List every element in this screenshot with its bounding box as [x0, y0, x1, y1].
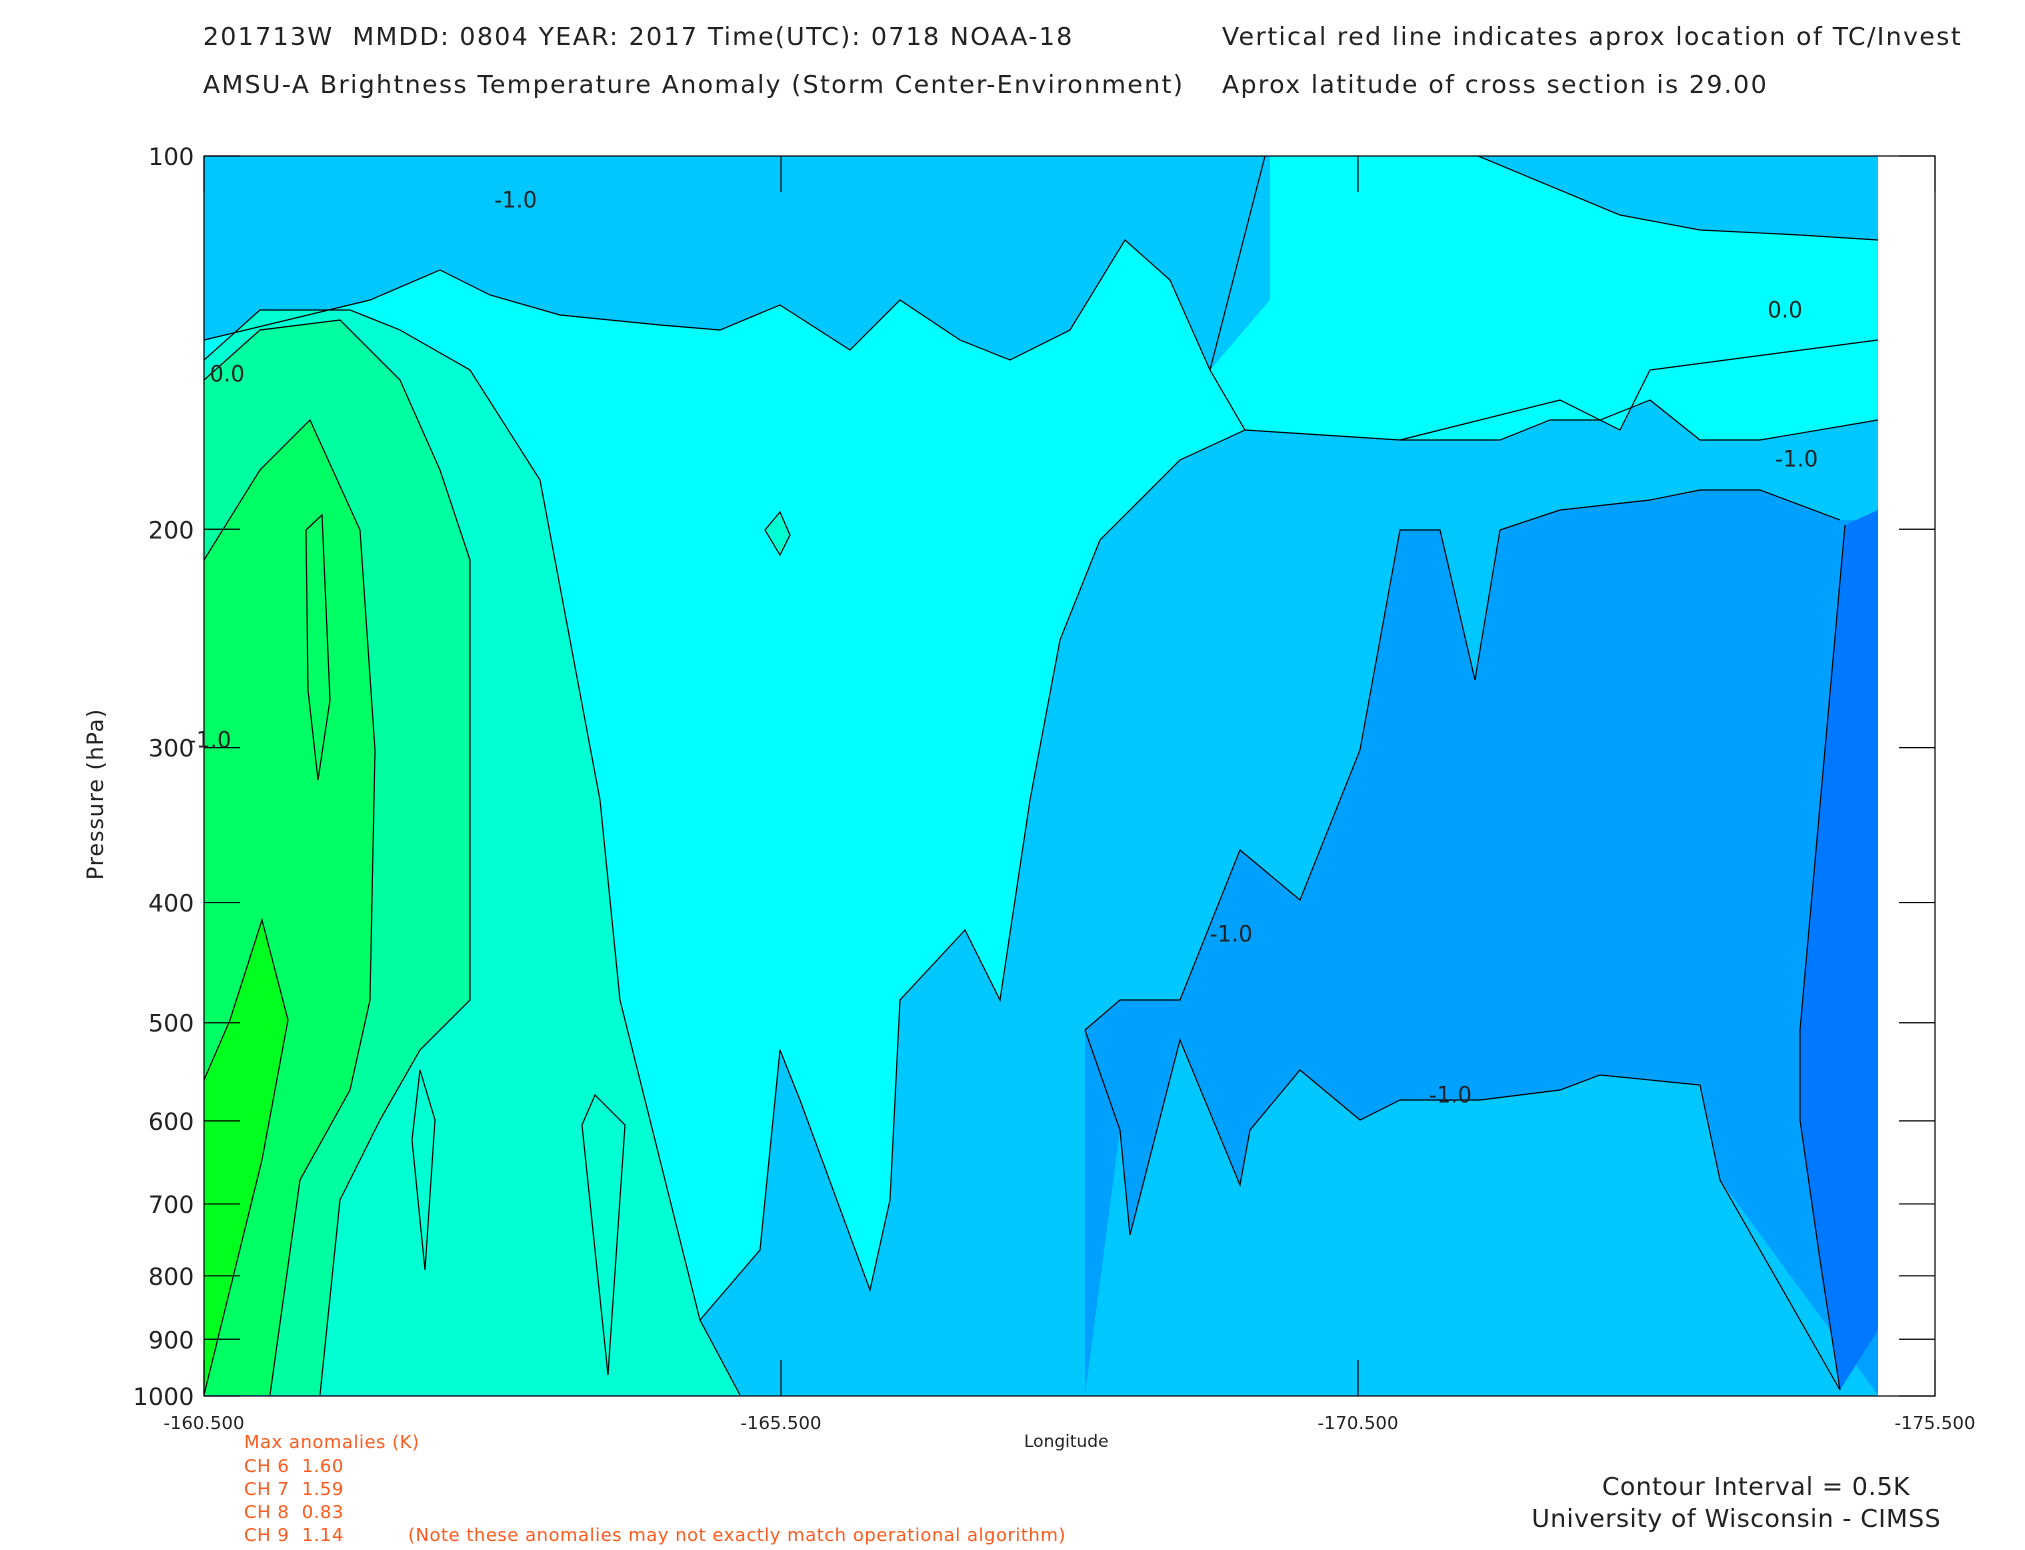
- anomalies-title: Max anomalies (K): [244, 1432, 420, 1453]
- x-tick-label: -165.500: [741, 1413, 822, 1434]
- region-neg-1-0-top: [204, 156, 1878, 370]
- contour-line: [1400, 399, 1878, 441]
- contour-line: [1084, 489, 1841, 1031]
- region-neg-1-5: [1085, 490, 1878, 1395]
- contour-label: -1.0: [494, 188, 537, 213]
- y-tick-label: 800: [148, 1263, 194, 1291]
- region-pos-1-0-patch: [306, 515, 330, 780]
- contour-label: -1.0: [1775, 448, 1818, 473]
- contour-line: [581, 1093, 626, 1376]
- y-tick-label: 500: [148, 1010, 194, 1038]
- y-tick-label: 1000: [133, 1383, 194, 1411]
- anomaly-row: CH 7 1.59: [244, 1479, 344, 1500]
- header-line1-left: 201713W MMDD: 0804 YEAR: 2017 Time(UTC):…: [203, 22, 1074, 51]
- y-tick-label: 900: [148, 1326, 194, 1354]
- x-tick-label: -175.500: [1895, 1413, 1976, 1434]
- x-tick-label: -170.500: [1318, 1413, 1399, 1434]
- y-axis-label: Pressure (hPa): [84, 708, 109, 880]
- region-neg-0-5-top: [204, 156, 1878, 440]
- contour-line: [699, 429, 1246, 1321]
- region-neg-0-5-band: [204, 240, 1878, 1320]
- y-tick-label: 200: [148, 516, 194, 544]
- contour-line: [1084, 1029, 1841, 1391]
- contour-line: [411, 1069, 436, 1271]
- contour-label: -1.0: [188, 729, 231, 754]
- x-tick-label: -160.500: [164, 1413, 245, 1434]
- anomaly-row: CH 8 0.83: [244, 1502, 344, 1523]
- contour-label: 0.0: [210, 362, 245, 387]
- contour-label: -1.0: [1210, 923, 1253, 948]
- anomaly-row: CH 6 1.60: [244, 1456, 344, 1477]
- y-tick-label: 300: [148, 735, 194, 763]
- contour-line: [1799, 524, 1846, 1391]
- contour-label: -1.0: [1429, 1084, 1472, 1109]
- plot-frame: [203, 155, 1936, 1397]
- x-axis-label: Longitude: [1024, 1432, 1109, 1452]
- y-tick-label: 100: [148, 143, 194, 171]
- anomalies-note: (Note these anomalies may not exactly ma…: [408, 1525, 1066, 1546]
- contour-line: [1477, 156, 1878, 241]
- header-line2-left: AMSU-A Brightness Temperature Anomaly (S…: [203, 70, 1185, 99]
- contour-line: [204, 418, 376, 1396]
- y-tick-label: 600: [148, 1108, 194, 1136]
- credit: University of Wisconsin - CIMSS: [1531, 1504, 1941, 1533]
- contour-line: [204, 917, 289, 1396]
- anomaly-row: CH 9 1.14: [244, 1525, 344, 1546]
- contour-line: [204, 239, 1878, 441]
- contour-line: [305, 513, 331, 781]
- contour-line: [204, 319, 471, 1396]
- contour-line: [204, 309, 741, 1396]
- contour-interval-note: Contour Interval = 0.5K: [1602, 1472, 1910, 1501]
- y-tick-label: 400: [148, 890, 194, 918]
- contour-line: [1209, 156, 1266, 371]
- y-tick-label: 700: [148, 1191, 194, 1219]
- contour-label: 0.0: [1767, 299, 1802, 324]
- header-line1-right: Vertical red line indicates aprox locati…: [1222, 22, 1963, 51]
- header-line2-right: Aprox latitude of cross section is 29.00: [1222, 70, 1769, 99]
- contour-line: [764, 510, 791, 557]
- region-neg-2-0: [1800, 510, 1878, 1390]
